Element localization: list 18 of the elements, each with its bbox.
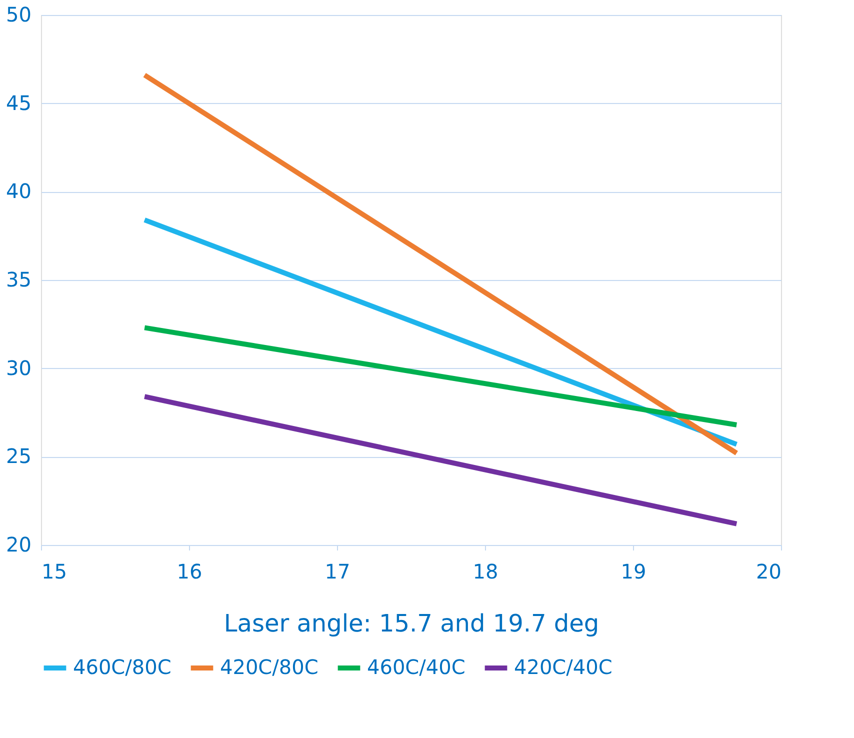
legend-label: 460C/80C	[73, 655, 172, 679]
y-tick-label: 50	[6, 2, 32, 26]
y-tick-label: 20	[6, 532, 32, 556]
y-tick-label: 25	[6, 444, 32, 468]
y-tick-label: 35	[6, 268, 32, 292]
x-tick-label: 17	[324, 560, 350, 584]
x-tick-label: 18	[472, 560, 498, 584]
x-tick-label: 16	[176, 560, 202, 584]
legend-label: 460C/40C	[367, 655, 466, 679]
x-tick-label: 20	[756, 560, 782, 584]
y-tick-label: 30	[6, 356, 32, 380]
y-tick-label: 45	[6, 90, 32, 115]
y-tick-label: 40	[6, 179, 32, 204]
x-tick-label: 15	[42, 560, 67, 584]
legend-label: 420C/40C	[514, 655, 612, 679]
x-axis-title: Laser angle: 15.7 and 19.7 deg	[224, 610, 600, 638]
x-tick-label: 19	[620, 560, 646, 584]
legend-label: 420C/80C	[220, 655, 318, 679]
